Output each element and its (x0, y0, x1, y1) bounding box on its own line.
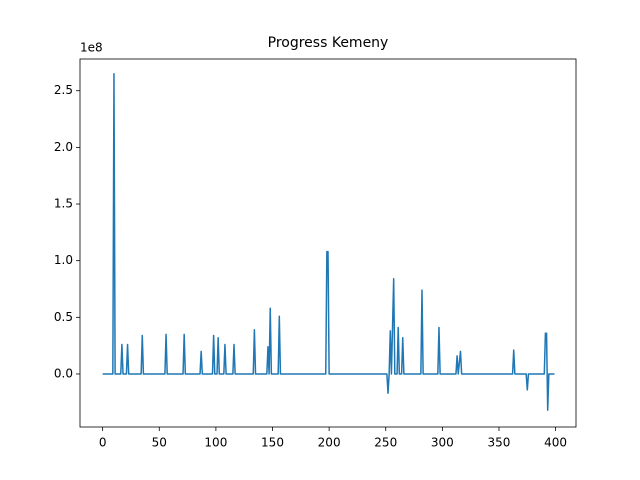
x-tick-label: 150 (261, 436, 284, 450)
y-tick-label: 0.5 (54, 310, 73, 324)
x-tick-label: 0 (99, 436, 107, 450)
y-tick-label: 1.0 (54, 253, 73, 267)
axes-frame (79, 58, 577, 428)
y-tick-label: 2.5 (54, 83, 73, 97)
x-tick-label: 300 (431, 436, 454, 450)
x-tick-label: 200 (318, 436, 341, 450)
y-tick-label: 0.0 (54, 366, 73, 380)
x-tick-label: 50 (152, 436, 167, 450)
x-tick-label: 400 (544, 436, 567, 450)
x-tick-label: 350 (488, 436, 511, 450)
y-tick-label: 1.5 (54, 197, 73, 211)
line (102, 72, 555, 411)
y-tick-label: 2.0 (54, 140, 73, 154)
x-tick-label: 250 (374, 436, 397, 450)
y-offset-label: 1e8 (80, 41, 103, 55)
chart-title: Progress Kemeny (268, 35, 389, 51)
x-tick-label: 100 (204, 436, 227, 450)
